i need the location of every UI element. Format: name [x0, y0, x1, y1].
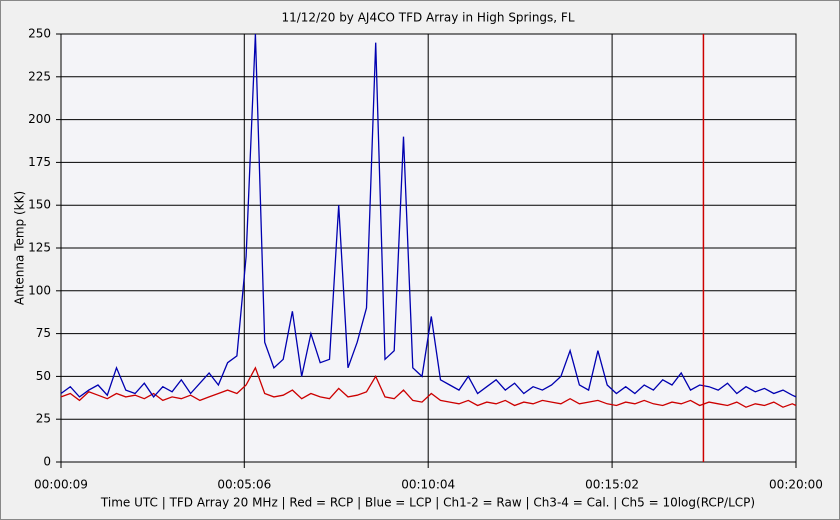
x-axis-label: Time UTC | TFD Array 20 MHz | Red = RCP … — [100, 496, 755, 510]
y-tick-label: 125 — [28, 241, 51, 255]
series-line — [60, 33, 797, 398]
x-tick-label: 00:05:06 — [217, 478, 271, 492]
x-tick-label: 00:20:00 — [769, 478, 823, 492]
y-tick-label: 75 — [36, 326, 51, 340]
y-tick-label: 250 — [28, 27, 51, 41]
series-line — [60, 366, 797, 408]
x-tick-label: 00:10:04 — [401, 478, 455, 492]
y-tick-label: 0 — [43, 455, 51, 469]
y-tick-label: 100 — [28, 283, 51, 297]
y-tick-label: 175 — [28, 155, 51, 169]
y-axis-label: Antenna Temp (kK) — [13, 191, 27, 305]
y-tick-label: 50 — [36, 369, 51, 383]
x-tick-label: 00:15:02 — [585, 478, 639, 492]
y-tick-label: 25 — [36, 412, 51, 426]
chart-title: 11/12/20 by AJ4CO TFD Array in High Spri… — [281, 11, 574, 25]
y-tick-label: 225 — [28, 69, 51, 83]
y-tick-label: 200 — [28, 112, 51, 126]
y-tick-label: 150 — [28, 198, 51, 212]
x-tick-label: 00:00:09 — [34, 478, 88, 492]
